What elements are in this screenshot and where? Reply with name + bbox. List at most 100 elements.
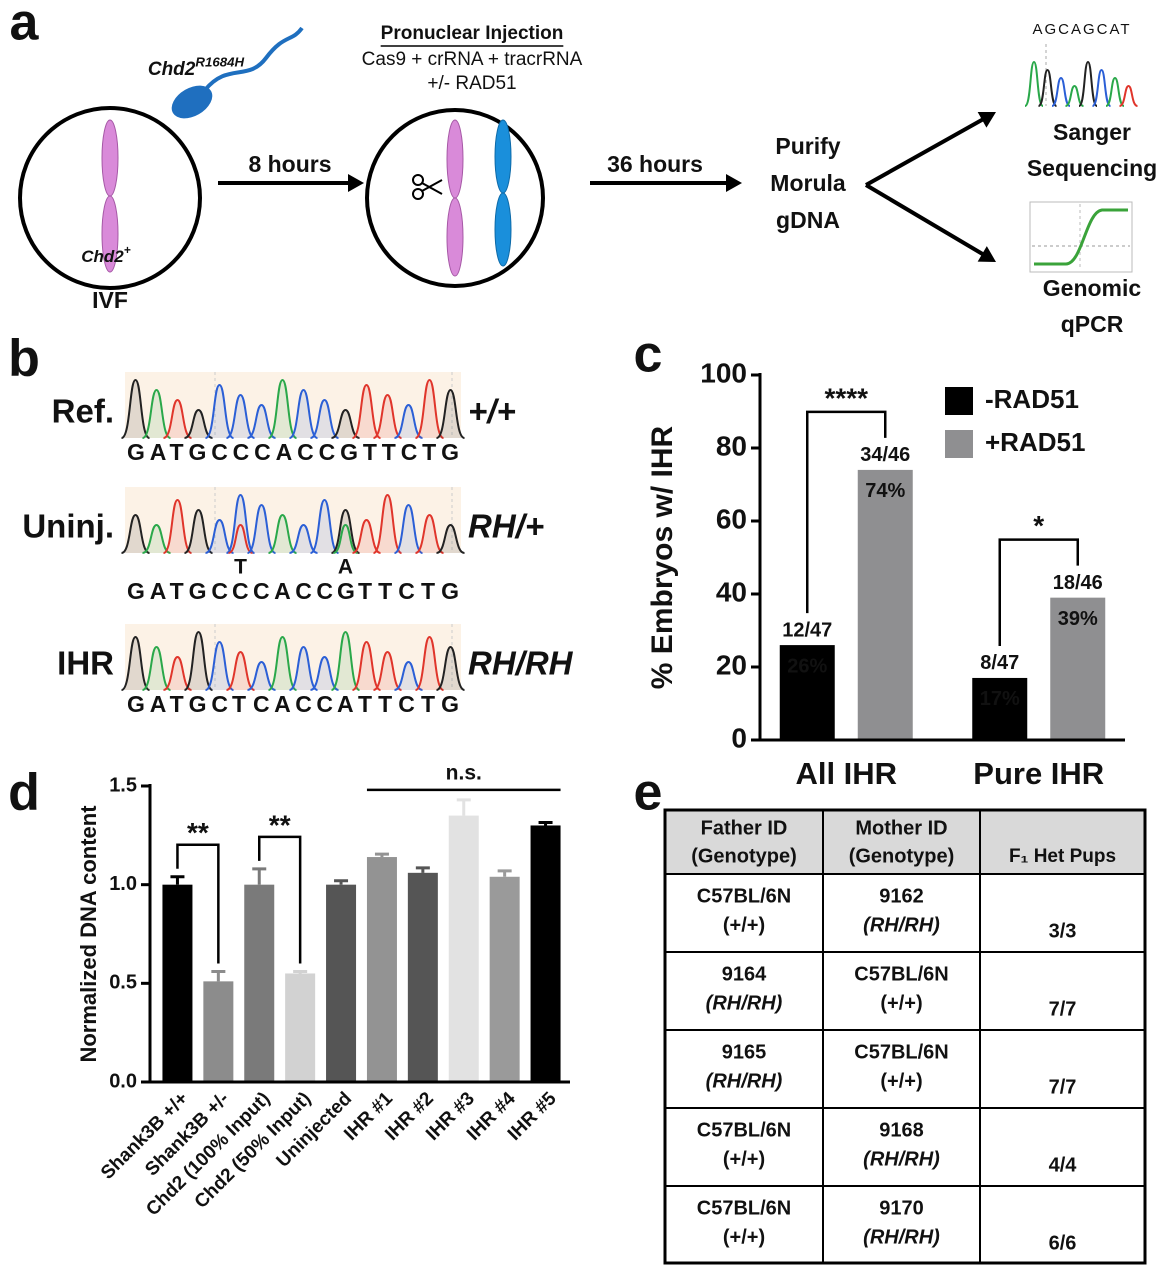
arrow-head (348, 174, 364, 192)
y-axis-label: Normalized DNA content (76, 805, 101, 1063)
y-tick-label: 1.5 (109, 774, 137, 796)
table-cell: (RH/RH) (863, 914, 940, 936)
chromatid (494, 192, 512, 267)
purify-line: gDNA (776, 207, 840, 233)
bar (489, 876, 520, 1082)
y-tick-label: 0.5 (109, 972, 137, 994)
panel-letter: e (634, 764, 663, 822)
trace-peak (246, 503, 277, 554)
significance-label: **** (824, 382, 868, 413)
trace-peak (330, 508, 361, 554)
chromatid (446, 119, 464, 199)
step-time: 36 hours (607, 151, 703, 177)
table-header: (Genotype) (691, 845, 797, 867)
x-tick-label: All IHR (795, 756, 897, 791)
table-cell: C57BL/6N (697, 885, 791, 907)
gene-name: Chd2 (148, 59, 196, 80)
scissors-handle (412, 174, 424, 186)
sequence: GATGCCCACCGTTCTG (127, 439, 459, 465)
table-cell: (+/+) (880, 1070, 922, 1092)
error-bar (211, 969, 226, 982)
table-cell: (RH/RH) (863, 1148, 940, 1170)
variant-base: A (338, 556, 353, 579)
trace-peak (393, 503, 424, 554)
error-bar (252, 867, 267, 885)
trace-peak (205, 518, 234, 554)
value-label: 39% (1058, 608, 1098, 630)
sequence: TTCTG (358, 691, 459, 717)
trace-peak (120, 378, 151, 439)
trace-peak (415, 513, 444, 554)
method-label: Genomic (1043, 275, 1142, 301)
sequence: C (232, 578, 249, 604)
chromatid (446, 197, 464, 277)
gene-label: Chd2R1684H (148, 54, 245, 80)
significance-bracket (806, 410, 887, 614)
table-cell: 9170 (879, 1197, 924, 1219)
table-cell: 9162 (879, 885, 924, 907)
trace-peak (1105, 76, 1125, 107)
trace-peak (310, 398, 339, 439)
table-cell: C57BL/6N (697, 1119, 791, 1141)
y-tick-label: 100 (700, 357, 747, 388)
trace-peak (1119, 84, 1138, 107)
bar (285, 973, 316, 1082)
error-bar (334, 879, 349, 885)
chromatogram-bg (125, 487, 461, 553)
ivf-label: IVF (92, 287, 128, 313)
genotype: RH/RH (468, 645, 574, 682)
significance-bracket (998, 538, 1079, 646)
bar (244, 884, 275, 1082)
trace-peak (184, 408, 213, 439)
y-tick-label: 0.0 (109, 1070, 137, 1092)
count-label: 8/47 (980, 652, 1019, 674)
trace-peak (162, 498, 193, 554)
table-cell: (+/+) (880, 992, 922, 1014)
step-time: 8 hours (248, 151, 331, 177)
panel-letter: d (8, 764, 40, 822)
table-header: Mother ID (855, 817, 947, 839)
significance-label: ** (269, 809, 291, 840)
injection-line: +/- RAD51 (427, 73, 516, 94)
trace-peak (204, 640, 235, 691)
qpcr-plot (1029, 201, 1133, 273)
y-tick-label: 20 (716, 649, 747, 680)
trace-peak (268, 513, 297, 554)
trace-peak (351, 383, 382, 439)
trace-peak (247, 660, 276, 691)
allele: R1684H (195, 54, 244, 69)
trace-peak (435, 388, 466, 439)
sequence: CACC (253, 691, 333, 717)
table-cell: (+/+) (723, 1148, 765, 1170)
trace-peak (1078, 60, 1098, 107)
significance-bracket (258, 835, 302, 964)
error-bar (497, 869, 512, 877)
trace-peak (352, 518, 381, 554)
trace-peak (163, 398, 192, 439)
y-tick-label: 1.0 (109, 873, 137, 895)
table-cell: 9164 (722, 963, 767, 985)
table-cell: (+/+) (723, 914, 765, 936)
value-label: 26% (787, 655, 827, 677)
error-bar (538, 821, 553, 826)
trace-peak (183, 630, 214, 691)
count-label: 34/46 (860, 444, 910, 466)
arrow-head (726, 174, 742, 192)
x-tick-label: Pure IHR (973, 756, 1104, 791)
trace-peak (120, 635, 151, 691)
trace-peak (394, 660, 423, 691)
table-cell: 6/6 (1049, 1232, 1077, 1254)
trace-peak (289, 523, 318, 554)
trace-peak (1051, 76, 1071, 107)
error-bar (374, 852, 389, 858)
sequence: A (337, 691, 354, 717)
bar (857, 469, 913, 740)
injection-line: Cas9 + crRNA + tracrRNA (362, 49, 583, 70)
error-bar (415, 866, 430, 873)
trace-peak (373, 650, 402, 691)
table-cell: (RH/RH) (863, 1226, 940, 1248)
variant-base: T (234, 556, 247, 579)
sanger-sequence: AGCAGCAT (1032, 21, 1131, 38)
allele: + (124, 243, 131, 257)
